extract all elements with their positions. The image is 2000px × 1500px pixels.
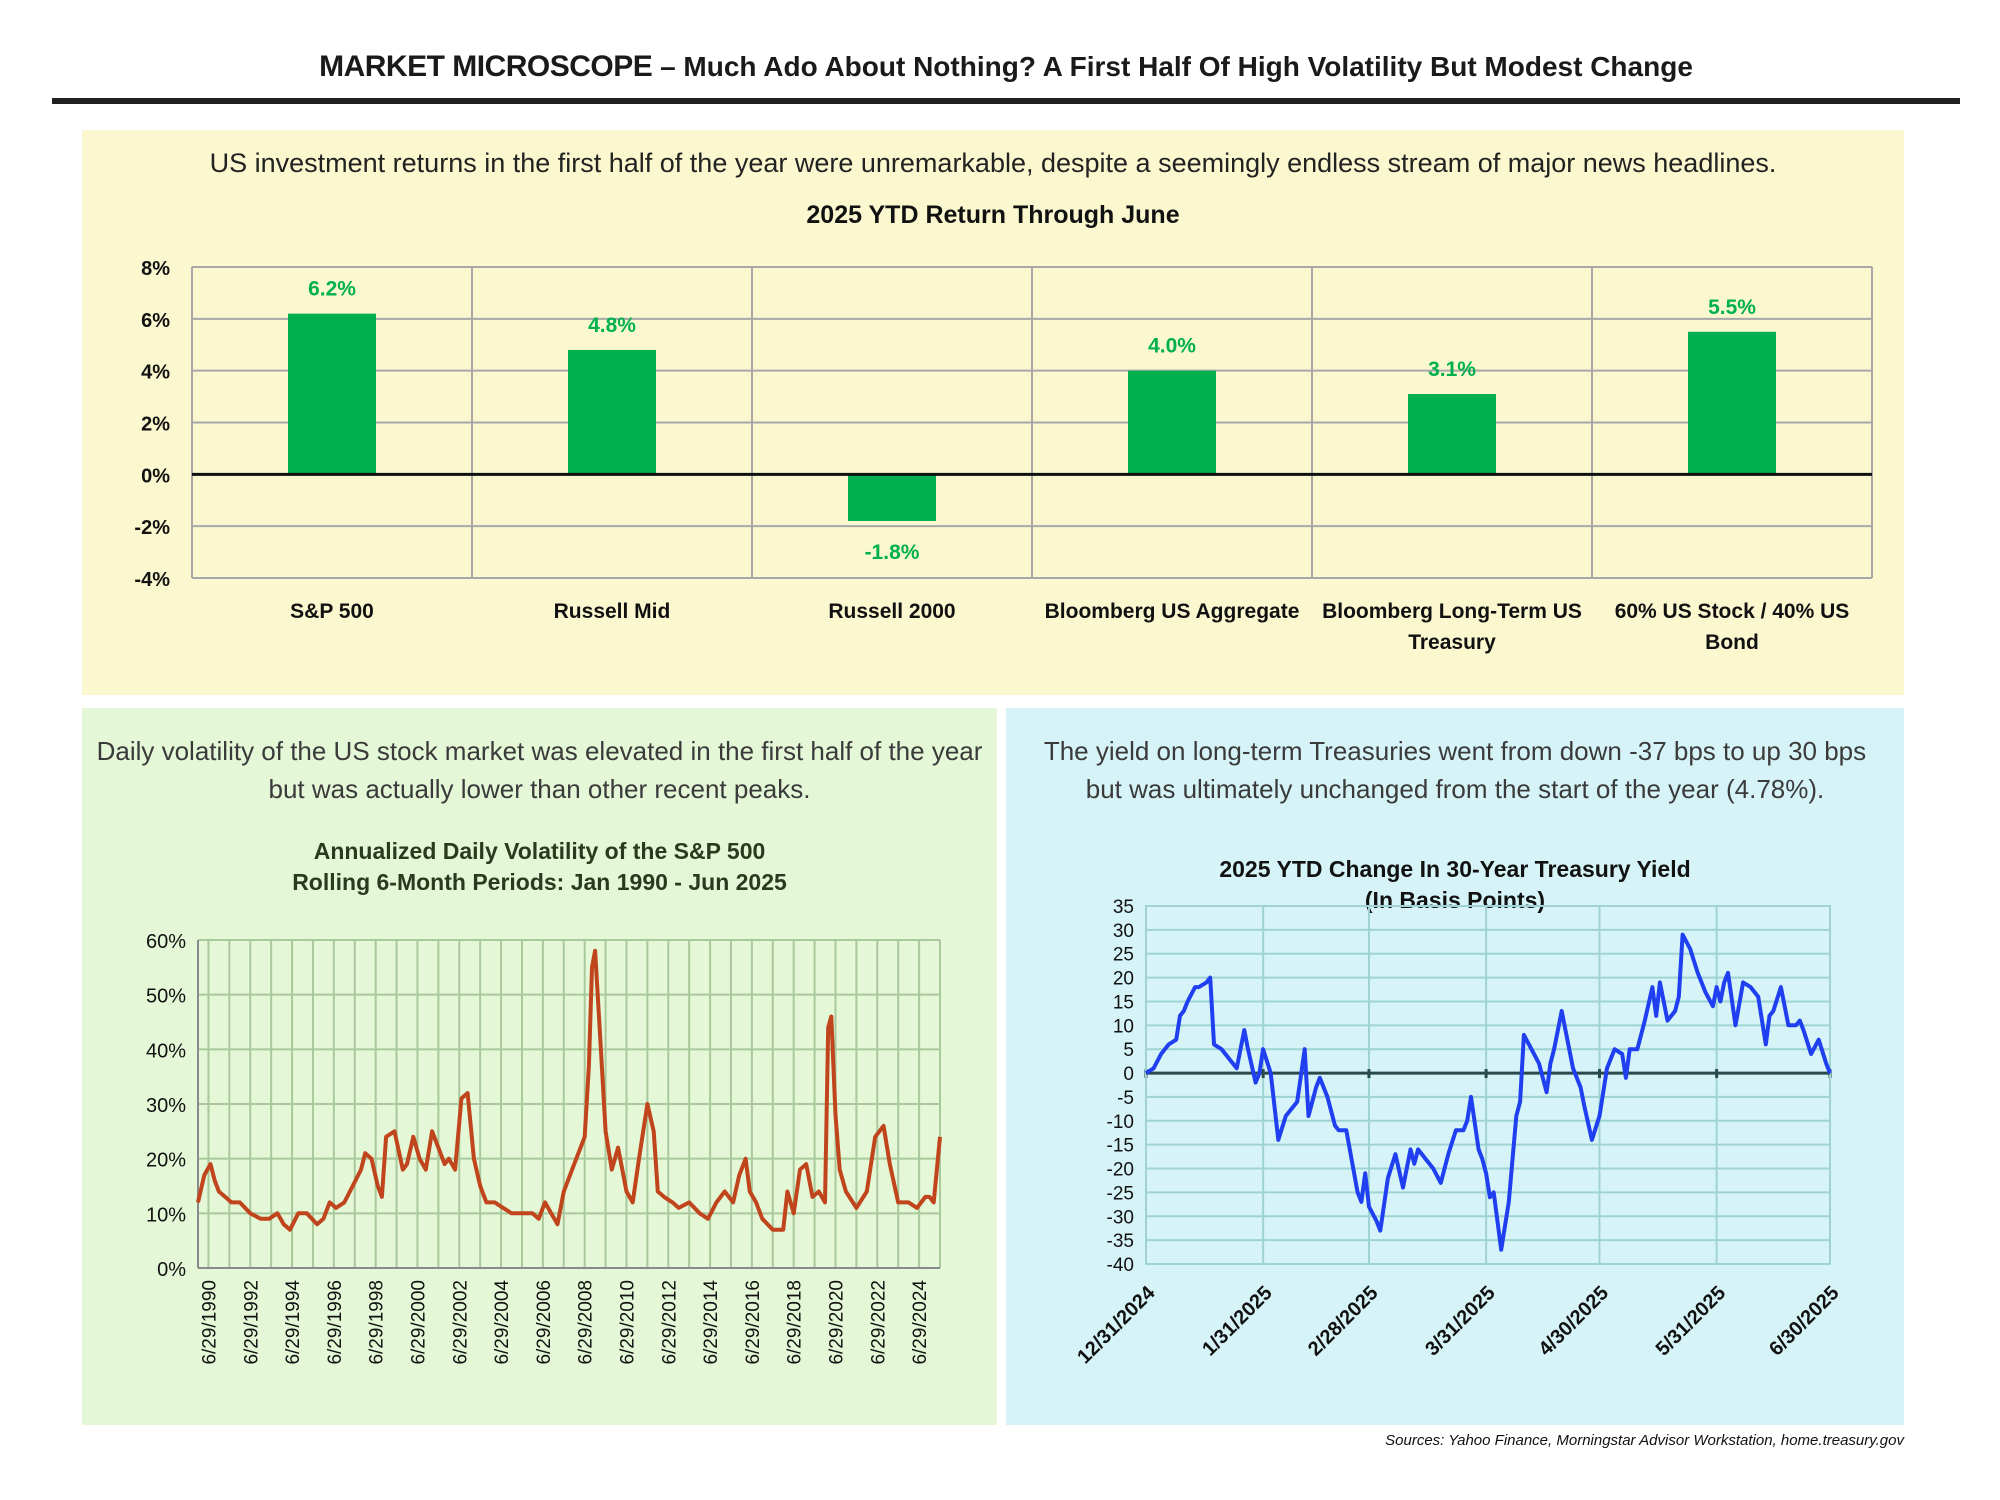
treasury-caption: The yield on long-term Treasuries went f… [1043, 736, 1867, 804]
yield-xtick-label: 5/31/2025 [1652, 1282, 1730, 1360]
bar-0 [288, 313, 376, 475]
yield-xtick-label: 2/28/2025 [1304, 1282, 1382, 1360]
vol-xtick-label: 6/29/2006 [534, 1280, 555, 1365]
vol-ytick-label: 40% [146, 1040, 186, 1062]
yield-plot-frame [1145, 905, 1831, 1265]
bar-category-label: 60% US Stock / 40% US [1615, 600, 1850, 623]
bar-ytick-label: 4% [141, 362, 170, 384]
vol-series-line [196, 948, 942, 1232]
vol-ytick-label: 50% [146, 986, 186, 1008]
vol-xtick-label: 6/29/2016 [743, 1280, 764, 1365]
vol-xtick-label: 6/29/2004 [492, 1280, 513, 1365]
yield-ytick-label: 0 [1123, 1064, 1134, 1085]
yield-ytick-label: 10 [1113, 1016, 1134, 1037]
bar-5 [1688, 331, 1776, 475]
vol-xtick-label: 6/29/1998 [367, 1280, 388, 1365]
bar-data-label: 3.1% [1428, 358, 1476, 381]
vol-xtick-label: 6/29/2014 [701, 1280, 722, 1365]
bar-category-label: Bond [1705, 631, 1759, 654]
vol-xtick-label: 6/29/2000 [408, 1280, 429, 1365]
yield-series-line [1144, 932, 1832, 1252]
bar-1 [568, 349, 656, 475]
volatility-subtitle: Rolling 6-Month Periods: Jan 1990 - Jun … [292, 869, 787, 895]
vol-xtick-label: 6/29/1996 [325, 1280, 346, 1365]
volatility-title-line: Annualized Daily Volatility of the S&P 5… [313, 838, 766, 864]
yield-ytick-label: -30 [1107, 1207, 1134, 1228]
yield-xtick-label: 12/31/2024 [1073, 1281, 1160, 1368]
yield-xtick-label: 4/30/2025 [1535, 1282, 1613, 1360]
bar-3 [1128, 370, 1216, 475]
yield-ytick-label: -5 [1117, 1088, 1134, 1109]
yield-xtick-label: 3/31/2025 [1421, 1282, 1499, 1360]
vol-xtick-label: 6/29/2012 [659, 1280, 680, 1365]
bar-data-label: 5.5% [1708, 296, 1756, 319]
bar-category-label: Treasury [1408, 631, 1496, 654]
vol-xtick-label: 6/29/2022 [868, 1280, 889, 1365]
bar-4 [1408, 393, 1496, 475]
bar-category-label: Bloomberg Long-Term US [1322, 600, 1582, 623]
volatility-chart-title: Annualized Daily Volatility of the S&P 5… [82, 836, 997, 898]
treasury-chart-title: 2025 YTD Change In 30-Year Treasury Yiel… [1006, 854, 1904, 916]
volatility-caption: Daily volatility of the US stock market … [96, 736, 983, 804]
vol-xtick-label: 6/29/1992 [241, 1280, 262, 1365]
bar-data-label: 4.0% [1148, 335, 1196, 358]
yield-ytick-label: -25 [1107, 1183, 1134, 1204]
brand-title: MARKET MICROSCOPE [319, 50, 653, 83]
treasury-panel: The yield on long-term Treasuries went f… [1006, 708, 1904, 1425]
bar-data-label: -1.8% [865, 541, 920, 564]
returns-bar-chart: 8% 6% 4% 2% 0% -2% -4% 6.2% S&P 500 4.8% Russell M… [134, 258, 1873, 654]
vol-xtick-label: 6/29/1990 [199, 1280, 220, 1365]
vol-ytick-label: 60% [146, 931, 186, 953]
report-header: MARKET MICROSCOPE – Much Ado About Nothi… [52, 50, 1960, 102]
treasury-subtitle: (In Basis Points) [1364, 887, 1546, 913]
vol-xtick-label: 6/29/2024 [910, 1280, 931, 1365]
yield-ytick-label: 35 [1113, 897, 1134, 918]
bar-ytick-label: 8% [141, 258, 170, 280]
vol-xtick-label: 6/29/1994 [283, 1280, 304, 1365]
bar-2 [848, 474, 936, 521]
returns-caption: US investment returns in the first half … [209, 148, 1777, 178]
vol-xtick-label: 6/29/2008 [576, 1280, 597, 1365]
volatility-line-chart: 60% 50% 40% 30% 20% 10% 0% 6/29/1990 6/29/1992 6/… [146, 931, 942, 1365]
vol-ytick-label: 30% [146, 1095, 186, 1117]
vol-ytick-label: 10% [146, 1204, 186, 1226]
yield-ytick-label: 20 [1113, 969, 1134, 990]
bar-category-label: S&P 500 [290, 600, 374, 623]
bar-ytick-label: 6% [141, 310, 170, 332]
vol-ytick-label: 0% [157, 1259, 186, 1281]
returns-chart-title: 2025 YTD Return Through June [806, 201, 1180, 229]
yield-xtick-label: 1/31/2025 [1198, 1282, 1276, 1360]
vol-xtick-label: 6/29/2020 [826, 1280, 847, 1365]
bar-ytick-label: 2% [141, 414, 170, 436]
bar-ytick-label: -4% [134, 569, 170, 591]
bar-ytick-label: 0% [141, 465, 170, 487]
yield-ytick-label: 15 [1113, 992, 1134, 1013]
sources-note: Sources: Yahoo Finance, Morningstar Advi… [1385, 1432, 1904, 1449]
volatility-panel: Daily volatility of the US stock market … [82, 708, 997, 1425]
yield-ytick-label: 30 [1113, 921, 1134, 942]
yield-ytick-label: 5 [1123, 1040, 1134, 1061]
yield-xtick-label: 6/30/2025 [1765, 1282, 1843, 1360]
vol-ytick-label: 20% [146, 1150, 186, 1172]
headline: – Much Ado About Nothing? A First Half O… [652, 51, 1693, 82]
bar-data-label: 4.8% [588, 314, 636, 337]
yield-ytick-label: -35 [1107, 1231, 1134, 1252]
yield-ytick-label: -10 [1107, 1112, 1134, 1133]
bar-data-label: 6.2% [308, 278, 356, 301]
treasury-title-line: 2025 YTD Change In 30-Year Treasury Yiel… [1219, 856, 1691, 882]
bar-category-label: Russell 2000 [828, 600, 955, 623]
returns-panel: US investment returns in the first half … [82, 130, 1904, 695]
bar-ytick-label: -2% [134, 517, 170, 539]
bar-category-label: Russell Mid [554, 600, 671, 623]
yield-ytick-label: 25 [1113, 945, 1134, 966]
vol-xtick-label: 6/29/2018 [785, 1280, 806, 1365]
vol-xtick-label: 6/29/2002 [450, 1280, 471, 1365]
yield-ytick-label: -40 [1107, 1255, 1134, 1276]
bar-category-label: Bloomberg US Aggregate [1045, 600, 1300, 623]
vol-xtick-label: 6/29/2010 [617, 1280, 638, 1365]
yield-ytick-label: -15 [1107, 1136, 1134, 1157]
yield-ytick-label: -20 [1107, 1160, 1134, 1181]
header-rule [52, 98, 1960, 104]
